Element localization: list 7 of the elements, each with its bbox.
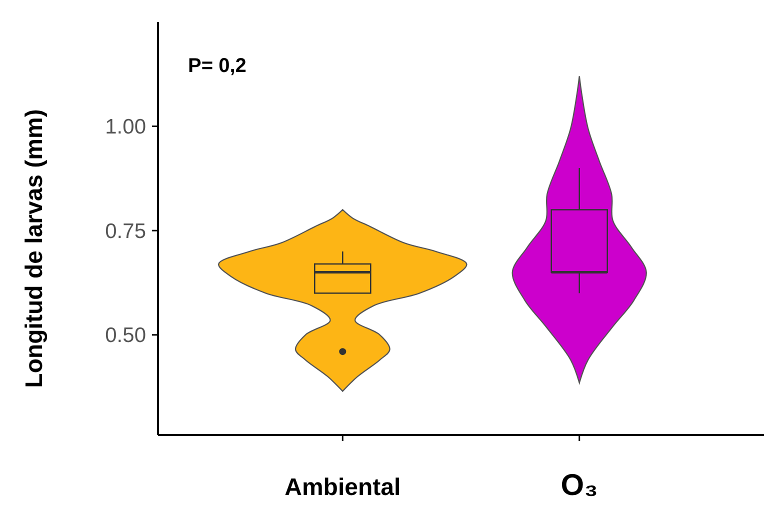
y-tick-label: 0.50 (105, 324, 146, 348)
x-tick-label: Ambiental (284, 474, 401, 501)
y-axis-title: Longitud de larvas (mm) (21, 109, 48, 388)
annotation: P= 0,2 (188, 55, 246, 77)
y-tick-label: 0.75 (105, 220, 146, 243)
x-tick-label: O₃ (560, 469, 598, 502)
y-tick-label: 1.00 (105, 116, 146, 139)
